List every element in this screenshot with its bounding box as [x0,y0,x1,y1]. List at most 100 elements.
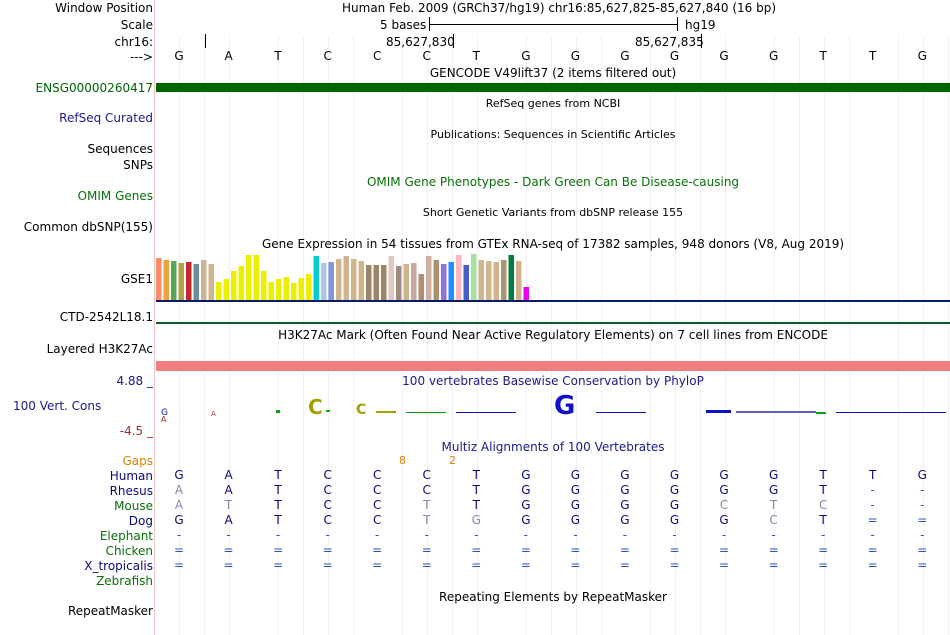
repeatmasker-label[interactable]: RepeatMasker [67,604,153,618]
gtex-tissue-bar[interactable] [508,255,515,300]
gtex-tissue-bar[interactable] [343,256,350,300]
gtex-tissue-bar[interactable] [163,260,170,300]
gtex-tissue-bar[interactable] [306,274,312,300]
gtex-tissue-bar[interactable] [276,279,282,300]
window-position-label[interactable]: Window Position [55,1,153,15]
gtex-tissue-bar[interactable] [478,260,485,300]
alignment-base: - [226,528,231,542]
gtex-tissue-bar[interactable] [426,256,432,300]
gtex-tissue-bar[interactable] [201,260,207,300]
gencode-title[interactable]: GENCODE V49lift37 (2 items filtered out) [429,66,677,80]
conservation-title[interactable]: 100 vertebrates Basewise Conservation by… [402,374,704,388]
alignment-base: T [819,468,827,482]
gencode-gene-label[interactable]: ENSG00000260417 [35,81,153,95]
species-label[interactable]: Zebrafish [96,574,153,588]
gtex-tissue-bar[interactable] [291,283,297,300]
gtex-tissue-bar[interactable] [501,260,507,300]
gtex-tissue-bar[interactable] [336,259,342,300]
gtex-tissue-bar[interactable] [186,262,192,300]
species-label[interactable]: Mouse [114,499,153,513]
conservation-logo[interactable]: G A A C C G [156,392,950,428]
gaps-label[interactable]: Gaps [122,454,153,468]
gtex-tissue-bar[interactable] [388,256,395,300]
species-label[interactable]: Rhesus [109,484,153,498]
strand-label[interactable]: ---> [129,50,153,64]
gtex-tissue-bar[interactable] [448,262,455,300]
repeatmasker-title[interactable]: Repeating Elements by RepeatMasker [439,590,667,604]
alignment-base: = [223,543,234,557]
gencode-gene-feature[interactable] [156,83,950,92]
gtex-tissue-bar[interactable] [246,255,252,300]
species-label[interactable]: Chicken [105,544,153,558]
dbsnp-label[interactable]: Common dbSNP(155) [23,220,153,234]
h3k27ac-signal[interactable] [156,361,950,371]
gtex-tissue-bar[interactable] [178,263,185,300]
publications-title[interactable]: Publications: Sequences in Scientific Ar… [430,128,676,141]
coord-tick [205,34,206,48]
gtex-tissue-bar[interactable] [231,271,237,300]
gtex-tissue-bar[interactable] [403,264,410,300]
species-label[interactable]: X_tropicalis [84,559,153,573]
species-label[interactable]: Elephant [99,529,153,543]
ctd-feature[interactable] [156,322,950,324]
gtex-tissue-bar[interactable] [223,279,230,300]
gtex-tissue-bar[interactable] [283,277,290,300]
gtex-label[interactable]: GSE1 [120,272,153,286]
gtex-tissue-bar[interactable] [456,255,462,300]
h3k27ac-label[interactable]: Layered H3K27Ac [46,342,153,356]
gtex-tissue-bar[interactable] [366,265,372,300]
scale-size: 5 bases [380,18,427,32]
gtex-tissue-bar[interactable] [261,271,267,300]
alignment-base: = [619,543,630,557]
gtex-tissue-bar[interactable] [486,261,492,300]
publications-label-sequences[interactable]: Sequences [87,142,153,156]
conservation-label[interactable]: 100 Vert. Cons [13,399,102,413]
multiz-title[interactable]: Multiz Alignments of 100 Vertebrates [441,440,665,454]
gtex-tissue-bar[interactable] [493,262,500,300]
alignment-base: C [323,513,332,527]
species-label[interactable]: Dog [128,514,153,528]
gtex-tissue-bar[interactable] [396,266,402,300]
omim-label[interactable]: OMIM Genes [77,189,153,203]
gtex-tissue-bar[interactable] [193,264,200,300]
scale-label[interactable]: Scale [120,18,153,32]
refseq-label[interactable]: RefSeq Curated [59,111,153,125]
gtex-tissue-bar[interactable] [381,265,387,300]
gtex-tissue-bar[interactable] [253,255,260,300]
ctd-label[interactable]: CTD-2542L18.1 [59,310,153,324]
dbsnp-title[interactable]: Short Genetic Variants from dbSNP releas… [422,206,684,219]
omim-title[interactable]: OMIM Gene Phenotypes - Dark Green Can Be… [366,175,740,189]
gtex-tissue-bar[interactable] [441,264,447,300]
gtex-tissue-bar[interactable] [433,260,440,300]
gtex-tissue-bar[interactable] [358,261,365,300]
alignment-base: G [521,483,531,497]
gtex-tissue-bar[interactable] [418,274,425,300]
alignment-base: - [920,528,925,542]
publications-label-snps[interactable]: SNPs [123,158,153,172]
gtex-tissue-bar[interactable] [156,258,162,300]
gtex-tissue-bar[interactable] [321,263,327,300]
gtex-tissue-bar[interactable] [351,259,357,300]
gtex-tissue-bar[interactable] [463,265,470,300]
gtex-tissue-bar[interactable] [516,261,522,300]
gtex-tissue-bar[interactable] [373,265,380,300]
gtex-tissue-bar[interactable] [216,282,222,300]
gtex-bar-chart[interactable] [156,252,950,304]
gtex-tissue-bar[interactable] [268,282,275,300]
gtex-tissue-bar[interactable] [328,262,335,300]
chrom-label[interactable]: chr16: [114,35,153,49]
h3k27ac-title[interactable]: H3K27Ac Mark (Often Found Near Active Re… [278,328,828,342]
alignment-base: - [176,528,182,542]
species-label[interactable]: Human [109,469,153,483]
gtex-tissue-bar[interactable] [171,261,177,300]
gtex-tissue-bar[interactable] [411,263,417,300]
gtex-tissue-bar[interactable] [523,287,530,300]
refseq-title[interactable]: RefSeq genes from NCBI [485,97,621,110]
alignment-base: - [820,528,826,542]
gtex-tissue-bar[interactable] [471,254,477,300]
gtex-title[interactable]: Gene Expression in 54 tissues from GTEx … [261,237,845,251]
gtex-tissue-bar[interactable] [298,278,305,300]
gtex-tissue-bar[interactable] [238,266,245,300]
gtex-tissue-bar[interactable] [208,264,215,300]
gtex-tissue-bar[interactable] [313,256,320,300]
